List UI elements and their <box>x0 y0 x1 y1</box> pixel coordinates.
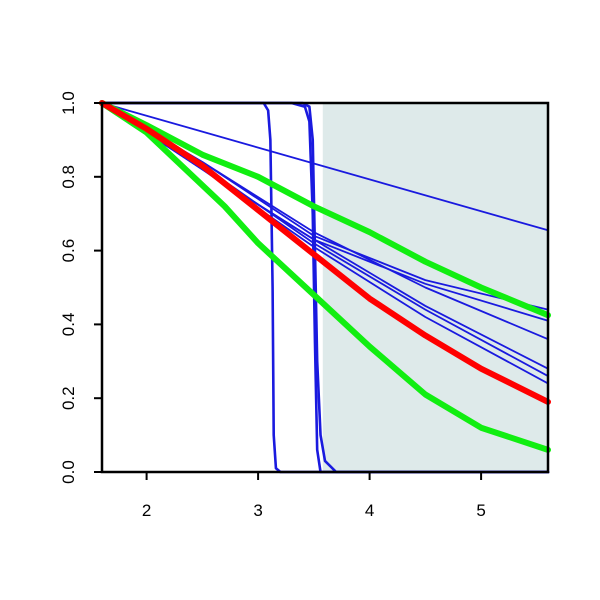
y-tick-label: 0.4 <box>59 313 78 337</box>
y-axis: 0.0 0.2 0.4 0.6 0.8 1.0 <box>59 91 102 484</box>
x-tick-label: 3 <box>253 501 262 520</box>
x-axis: 2 3 4 5 <box>142 472 486 520</box>
series-line-blue-10 <box>100 101 550 474</box>
series-line-green-11 <box>99 100 551 319</box>
y-tick-label: 1.0 <box>59 91 78 115</box>
series-line-red-13 <box>99 100 551 405</box>
plot-frame <box>100 101 550 474</box>
series-line-blue-1 <box>101 102 549 232</box>
series-line-green-12 <box>99 100 551 453</box>
x-tick-label: 2 <box>142 501 151 520</box>
y-tick-label: 0.0 <box>59 460 78 484</box>
plot-frame-layer <box>100 101 550 474</box>
y-tick-label: 0.2 <box>59 386 78 410</box>
x-tick-label: 5 <box>476 501 485 520</box>
y-tick-label: 0.8 <box>59 165 78 189</box>
y-tick-label: 0.6 <box>59 239 78 263</box>
x-tick-label: 4 <box>365 501 374 520</box>
